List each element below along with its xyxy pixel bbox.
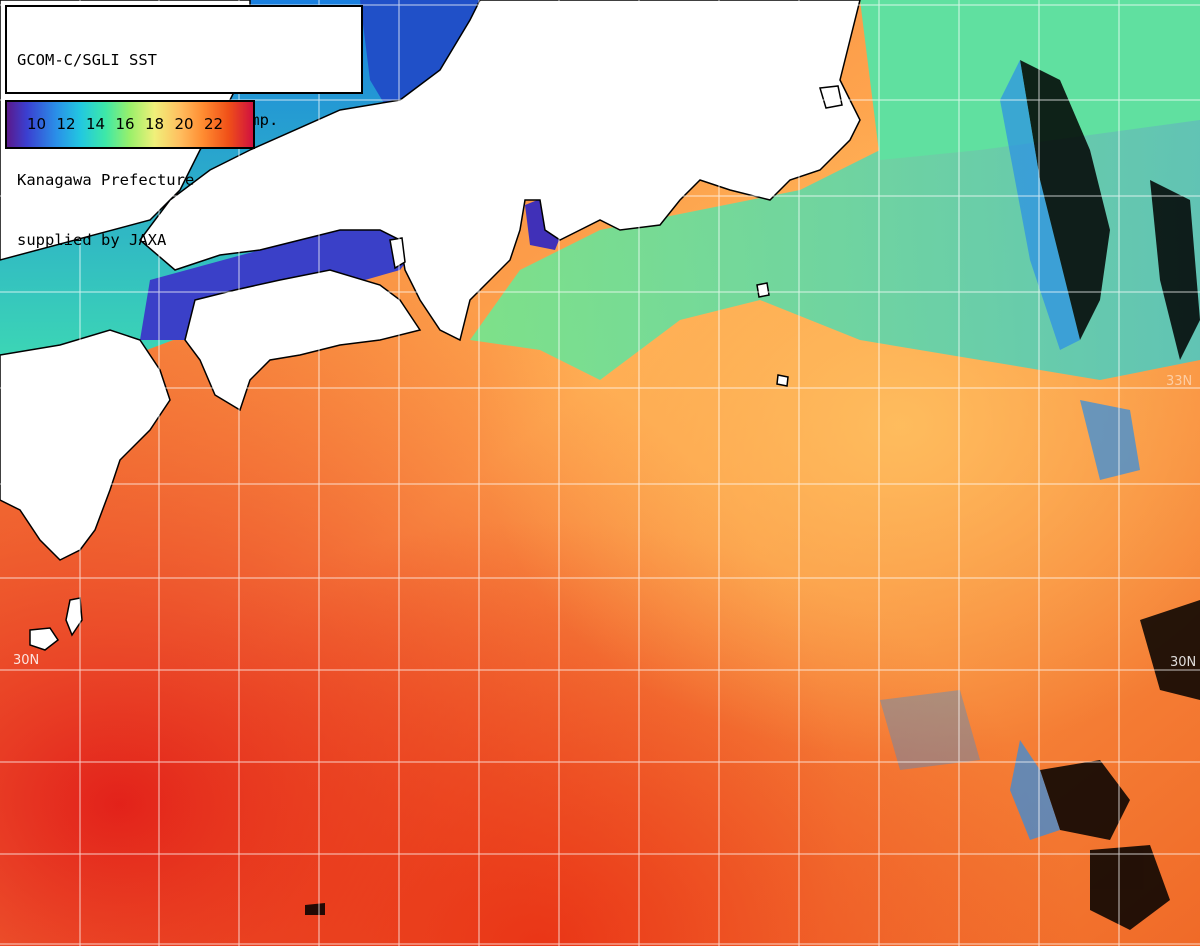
land-island-izu (756, 282, 770, 298)
land-island-awaji (389, 237, 406, 270)
land-island-small-2 (819, 85, 843, 109)
lat-label-33n-left: 33N (10, 375, 37, 390)
title-line-credit: supplied by JAXA (17, 231, 167, 249)
legend-label: 14 (86, 115, 106, 133)
map-title-box: GCOM-C/SGLI SST ~2026/03/05 (UTC) Week C… (5, 5, 363, 249)
title-line-product: GCOM-C/SGLI SST (17, 51, 157, 69)
legend-label: 10 (27, 115, 47, 133)
lat-label-30n-right: 30N (1170, 655, 1197, 670)
cloud-mask-patches (305, 60, 1200, 930)
land-island-yakushima (29, 627, 60, 651)
cloud-edge-blue (880, 60, 1140, 840)
temperature-legend: 10 12 14 16 18 20 22 (5, 100, 255, 149)
legend-label: 12 (56, 115, 76, 133)
legend-label: 16 (115, 115, 135, 133)
legend-labels: 10 12 14 16 18 20 22 (27, 115, 234, 133)
lon-label-136e: 136E (481, 2, 496, 36)
land-shikoku (184, 269, 422, 412)
land-island-tanegashima (65, 597, 83, 637)
legend-label: 22 (204, 115, 224, 133)
land-island-small-1 (776, 374, 789, 387)
legend-label: 18 (145, 115, 165, 133)
title-line-org: Kanagawa Prefecture (17, 171, 195, 189)
legend-label: 20 (174, 115, 194, 133)
lat-label-30n-left: 30N (13, 653, 40, 668)
lat-label-33n-right: 33N (1166, 374, 1193, 389)
